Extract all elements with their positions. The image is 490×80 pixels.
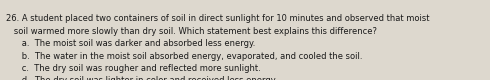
Text: b.  The water in the moist soil absorbed energy, evaporated, and cooled the soil: b. The water in the moist soil absorbed … <box>6 52 363 61</box>
Text: soil warmed more slowly than dry soil. Which statement best explains this differ: soil warmed more slowly than dry soil. W… <box>6 27 377 36</box>
Text: a.  The moist soil was darker and absorbed less energy.: a. The moist soil was darker and absorbe… <box>6 39 255 48</box>
Text: 26. A student placed two containers of soil in direct sunlight for 10 minutes an: 26. A student placed two containers of s… <box>6 14 429 23</box>
Text: d.  The dry soil was lighter in color and received less energy.: d. The dry soil was lighter in color and… <box>6 76 277 80</box>
Text: c.  The dry soil was rougher and reflected more sunlight.: c. The dry soil was rougher and reflecte… <box>6 64 261 73</box>
